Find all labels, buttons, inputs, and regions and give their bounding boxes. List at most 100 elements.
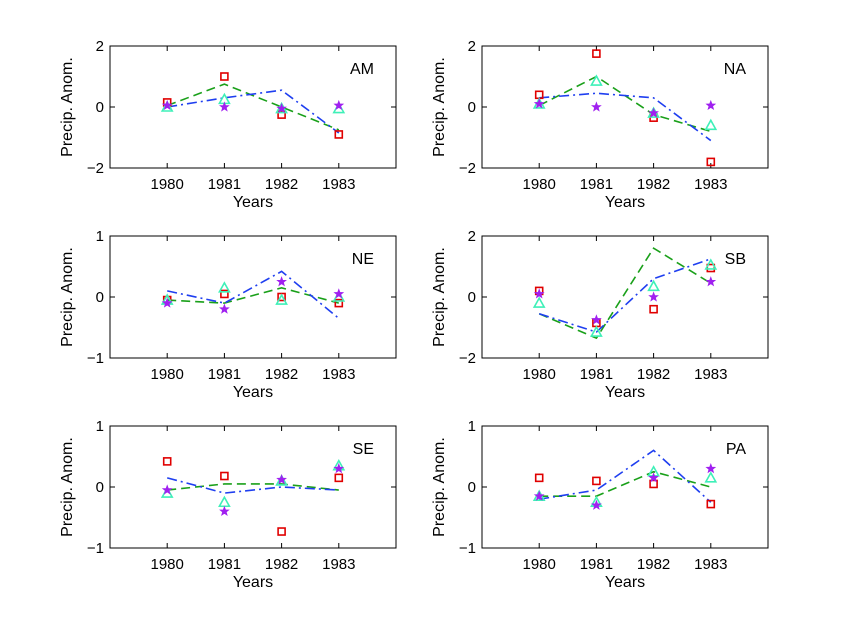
x-axis-label: Years	[605, 194, 645, 211]
point-stars-purple	[705, 276, 717, 287]
point-triangles-cyan	[704, 258, 718, 270]
x-tick-label: 1983	[322, 366, 355, 383]
x-tick-label: 1981	[208, 366, 241, 383]
x-tick-label: 1982	[637, 176, 670, 193]
point-triangles-cyan	[647, 279, 660, 292]
point-stars-purple	[161, 484, 173, 495]
x-tick-label: 1983	[694, 556, 727, 573]
point-triangles-cyan	[275, 474, 288, 486]
x-tick-label: 1983	[694, 366, 727, 383]
series-line-dashed-green	[167, 483, 339, 491]
point-triangles-cyan	[160, 100, 174, 112]
point-squares-red	[706, 157, 716, 167]
point-stars-purple	[276, 102, 287, 114]
point-stars-purple	[648, 472, 659, 483]
point-squares-red	[220, 471, 229, 481]
point-squares-red	[649, 479, 658, 489]
x-tick-label: 1982	[637, 556, 670, 573]
y-tick-label: 0	[96, 479, 104, 496]
point-stars-purple	[161, 99, 173, 111]
x-tick-label: 1983	[322, 176, 355, 193]
series-line-dashdot-blue	[167, 89, 340, 134]
y-tick-label: 0	[468, 289, 476, 306]
y-tick-label: −1	[87, 350, 104, 367]
y-tick-label: −1	[459, 540, 476, 557]
panel-title: SE	[353, 441, 374, 458]
x-tick-label: 1982	[265, 556, 298, 573]
point-triangles-cyan	[532, 296, 546, 308]
y-tick-label: −2	[459, 160, 476, 177]
x-tick-label: 1980	[151, 556, 184, 573]
point-triangles-cyan	[704, 118, 718, 131]
y-axis-label: Precip. Anom.	[431, 247, 448, 347]
y-axis-label: Precip. Anom.	[59, 247, 76, 347]
x-tick-label: 1982	[265, 176, 298, 193]
series-line-dashed-green	[538, 247, 712, 340]
point-stars-purple	[276, 276, 287, 287]
y-tick-label: 0	[96, 289, 104, 306]
point-squares-red	[592, 476, 601, 486]
y-axis-label: Precip. Anom.	[431, 437, 448, 537]
point-stars-purple	[219, 303, 230, 314]
y-tick-label: 1	[96, 418, 104, 435]
y-tick-label: −2	[459, 350, 476, 367]
panel-title: NE	[352, 251, 374, 268]
x-axis-label: Years	[605, 384, 645, 401]
x-tick-label: 1981	[580, 176, 613, 193]
series-line-dashdot-blue	[539, 92, 712, 142]
panel-title: PA	[726, 441, 746, 458]
panel-title: SB	[725, 251, 746, 268]
series-line-dashed-green	[538, 75, 712, 133]
point-squares-red	[706, 499, 716, 509]
y-tick-label: 0	[468, 99, 476, 116]
x-tick-label: 1980	[151, 176, 184, 193]
x-tick-label: 1980	[523, 366, 556, 383]
point-squares-red	[220, 289, 229, 299]
point-squares-red	[334, 298, 344, 308]
panel-ne: −1 0 1 1980 1981 1982 1983 Years Precip. Anom. NE	[59, 228, 397, 401]
point-triangles-cyan	[590, 325, 603, 337]
series-line-dashdot-blue	[167, 270, 340, 319]
point-squares-red	[649, 304, 658, 314]
series-line-dashed-green	[539, 470, 712, 497]
point-stars-purple	[591, 101, 602, 112]
point-stars-purple	[533, 288, 545, 299]
panel-na: −2 0 2 1980 1981 1982 1983 Years Precip. Anom. NA	[431, 38, 769, 211]
x-tick-label: 1981	[208, 176, 241, 193]
point-stars-purple	[705, 463, 717, 474]
y-tick-label: 0	[96, 99, 104, 116]
point-stars-purple	[333, 288, 345, 299]
point-stars-purple	[219, 101, 230, 112]
x-tick-label: 1980	[523, 176, 556, 193]
point-squares-red	[334, 473, 344, 483]
point-squares-red	[706, 263, 716, 273]
y-tick-label: 1	[96, 228, 104, 245]
point-squares-red	[162, 457, 172, 466]
y-axis-label: Precip. Anom.	[59, 57, 76, 157]
y-tick-label: 2	[468, 228, 476, 245]
point-stars-purple	[533, 98, 545, 109]
x-tick-label: 1981	[580, 556, 613, 573]
point-squares-red	[277, 527, 286, 536]
point-triangles-cyan	[704, 471, 718, 483]
point-stars-purple	[705, 99, 717, 111]
point-stars-purple	[648, 291, 659, 302]
point-stars-purple	[591, 499, 602, 510]
y-axis-label: Precip. Anom.	[59, 437, 76, 537]
point-squares-red	[277, 110, 286, 119]
point-stars-purple	[276, 474, 287, 485]
point-stars-purple	[219, 505, 230, 516]
y-tick-label: 2	[468, 38, 476, 55]
point-squares-red	[220, 72, 229, 81]
x-tick-label: 1983	[694, 176, 727, 193]
x-tick-label: 1983	[322, 556, 355, 573]
point-triangles-cyan	[590, 74, 603, 86]
point-stars-purple	[591, 314, 602, 325]
x-axis-label: Years	[233, 574, 273, 591]
series-line-dashed-green	[166, 83, 340, 131]
x-axis-label: Years	[233, 194, 273, 211]
panel-title: AM	[350, 61, 374, 78]
y-tick-label: −1	[87, 540, 104, 557]
x-tick-label: 1982	[637, 366, 670, 383]
